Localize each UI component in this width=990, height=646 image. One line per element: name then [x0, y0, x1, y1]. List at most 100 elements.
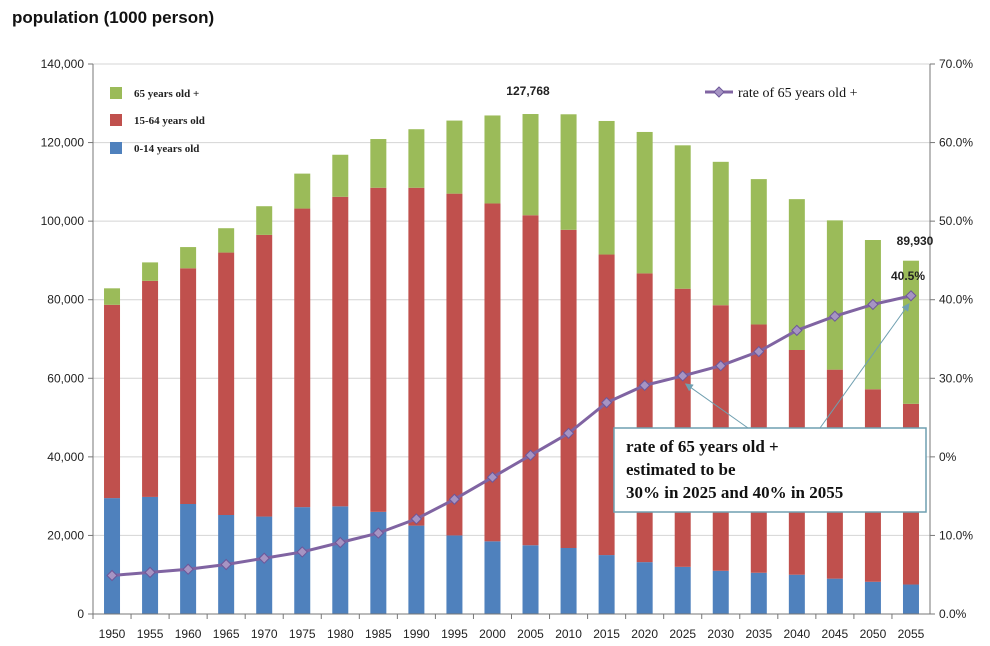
y-right-tick-label: 0%	[939, 450, 957, 464]
x-tick-label: 2050	[860, 627, 887, 641]
bar-segment-age-15-64	[218, 252, 235, 516]
rate-point	[258, 552, 270, 564]
bar-segment-age-65-plus	[522, 114, 539, 216]
bar-segment-age-65-plus	[104, 288, 121, 305]
bar-segment-age-65-plus	[256, 206, 273, 235]
rate-point	[867, 298, 879, 311]
bar-segment-age-65-plus	[370, 139, 387, 188]
legend-label: 0-14 years old	[134, 143, 199, 155]
legend-swatch	[110, 114, 122, 126]
y-left-tick-label: 40,000	[47, 450, 84, 464]
rate-point	[715, 360, 727, 372]
bar-segment-age-15-64	[104, 304, 121, 499]
peak-population-label: 127,768	[506, 84, 550, 98]
callout-box	[613, 427, 927, 513]
rate-point	[524, 449, 537, 461]
y-right-tick-label: 60.0%	[939, 136, 973, 150]
bar-segment-age-65-plus	[636, 131, 653, 274]
bar-segment-age-0-14	[104, 498, 121, 614]
y-right-tick-label: 50.0%	[939, 214, 973, 228]
bar-segment-age-0-14	[636, 562, 653, 614]
legend-line-label: rate of 65 years old +	[738, 86, 858, 101]
legend: 65 years old + 15-64 years old 0-14 years …	[110, 86, 858, 155]
x-tick-label: 1960	[175, 627, 202, 641]
bar-segment-age-0-14	[332, 506, 349, 614]
bar-segment-age-65-plus	[446, 120, 463, 194]
bar-segment-age-15-64	[294, 208, 311, 508]
callout-text-line: rate of 65 years old +	[626, 437, 779, 456]
x-tick-label: 1990	[403, 627, 430, 641]
rate-point	[448, 493, 461, 505]
rate-point	[791, 324, 803, 337]
bar-segment-age-65-plus	[408, 129, 425, 188]
x-tick-label: 1970	[251, 627, 278, 641]
x-tick-label: 1955	[137, 627, 164, 641]
bar-segment-age-0-14	[408, 525, 425, 614]
y-left-tick-label: 80,000	[47, 293, 84, 307]
bar-segment-age-15-64	[522, 215, 539, 546]
x-tick-label: 2000	[479, 627, 506, 641]
bar-segment-age-65-plus	[598, 120, 615, 255]
rate-line-layer	[106, 290, 917, 582]
annotations: 127,768 89,930 40.5% rate of 65 years old +…	[506, 84, 934, 513]
x-tick-label: 1980	[327, 627, 354, 641]
chart-title: population (1000 person)	[12, 8, 215, 27]
bar-segment-age-0-14	[370, 511, 387, 614]
bar-segment-age-65-plus	[864, 240, 881, 390]
bar-segment-age-65-plus	[294, 173, 311, 209]
bar-segment-age-65-plus	[218, 228, 235, 253]
rate-point	[905, 290, 917, 302]
rate-point	[220, 558, 232, 571]
x-tick-label: 1975	[289, 627, 316, 641]
legend-line-marker	[713, 86, 725, 98]
legend-swatch	[110, 142, 122, 154]
axes-layer: 0 20,000 40,000 60,000 80,000 100,000 120,000 1…	[41, 57, 974, 641]
y-right-tick-label: 70.0%	[939, 57, 973, 71]
bar-segment-age-15-64	[142, 280, 159, 497]
bar-segment-age-65-plus	[560, 114, 577, 230]
bars-layer	[104, 114, 919, 614]
rate-point	[562, 427, 575, 439]
rate-point	[600, 396, 613, 409]
bar-segment-age-15-64	[332, 196, 349, 507]
rate-point	[486, 471, 499, 483]
rate-point	[638, 379, 651, 392]
x-tick-label: 2045	[822, 627, 849, 641]
bar-segment-age-0-14	[560, 548, 577, 614]
bar-segment-age-15-64	[370, 187, 387, 512]
bar-segment-age-65-plus	[180, 247, 197, 269]
bar-segment-age-0-14	[712, 570, 729, 614]
rate-point	[106, 569, 118, 582]
callout-text-line: 30% in 2025 and 40% in 2055	[626, 483, 843, 502]
bar-segment-age-0-14	[256, 516, 273, 614]
y-left-tick-label: 60,000	[47, 371, 84, 385]
bar-segment-age-65-plus	[788, 199, 805, 350]
bar-segment-age-0-14	[788, 574, 805, 614]
x-tick-label: 2055	[898, 627, 925, 641]
y-left-tick-label: 20,000	[47, 528, 84, 542]
x-tick-label: 2010	[555, 627, 582, 641]
bar-segment-age-0-14	[180, 504, 197, 614]
bar-segment-age-65-plus	[712, 161, 729, 306]
bar-segment-age-0-14	[142, 496, 159, 614]
rate-point	[829, 310, 841, 322]
end-total-label: 89,930	[897, 234, 934, 248]
x-tick-label: 2020	[631, 627, 658, 641]
bar-segment-age-0-14	[826, 578, 843, 614]
x-tick-label: 1950	[99, 627, 126, 641]
y-right-tick-label: 40.0%	[939, 293, 973, 307]
rate-point	[372, 527, 385, 539]
bar-segment-age-0-14	[484, 541, 501, 614]
y-left-tick-label: 120,000	[41, 136, 85, 150]
bar-segment-age-65-plus	[826, 220, 843, 370]
rate-line	[111, 294, 912, 577]
bar-segment-age-0-14	[674, 566, 691, 614]
bar-segment-age-15-64	[484, 203, 501, 542]
bar-segment-age-0-14	[864, 581, 881, 614]
bar-segment-age-0-14	[750, 572, 767, 614]
bar-segment-age-65-plus	[142, 262, 159, 281]
x-tick-label: 2030	[707, 627, 734, 641]
y-left-tick-label: 100,000	[41, 214, 85, 228]
rate-point	[676, 370, 689, 382]
